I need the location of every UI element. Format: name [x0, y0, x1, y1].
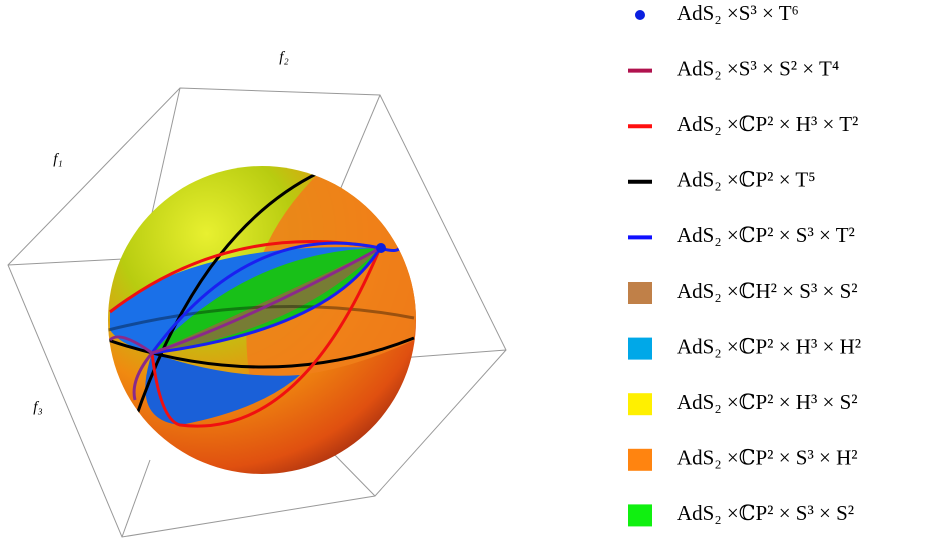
sphere — [108, 166, 416, 474]
legend-label: AdS₂ ×S³ × S² × T⁴ — [677, 56, 839, 80]
legend-label: AdS₂ ×ℂH² × S³ × S² — [677, 279, 858, 303]
legend-label: AdS₂ ×ℂP² × S³ × S² — [677, 501, 854, 525]
axis-label: f₁ — [53, 151, 62, 167]
legend-label: AdS₂ ×ℂP² × S³ × T² — [677, 223, 855, 247]
legend-label: AdS₂ ×ℂP² × S³ × H² — [677, 446, 858, 470]
legend-label: AdS₂ ×S³ × T⁶ — [677, 1, 799, 25]
axis-label: f₂ — [279, 49, 288, 65]
legend-marker — [628, 393, 652, 416]
axis-label: f₃ — [33, 399, 42, 415]
legend: AdS₂ ×S³ × T⁶ AdS₂ ×S³ × S² × T⁴ AdS₂ ×ℂP²… — [628, 1, 861, 527]
legend-label: AdS₂ ×ℂP² × H³ × S² — [677, 390, 858, 414]
legend-marker — [628, 448, 652, 471]
legend-marker — [628, 337, 652, 360]
legend-marker — [628, 504, 652, 527]
legend-marker — [635, 10, 645, 20]
legend-marker — [628, 282, 652, 304]
legend-label: AdS₂ ×ℂP² × H³ × T² — [677, 112, 858, 136]
legend-label: AdS₂ ×ℂP² × H³ × H² — [677, 334, 861, 358]
legend-label: AdS₂ ×ℂP² × T⁵ — [677, 168, 816, 192]
